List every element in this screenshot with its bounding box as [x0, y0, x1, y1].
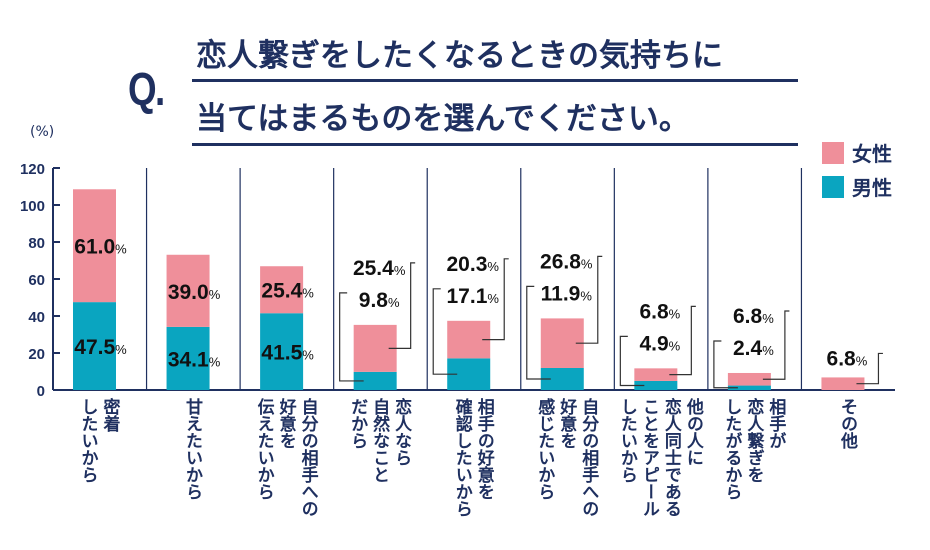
bar-female: [260, 266, 304, 314]
category-label-line: ことをアピール: [638, 398, 659, 517]
legend-item-female: 女性: [822, 138, 892, 167]
y-tick-label: 40: [28, 309, 45, 326]
bar-male: [260, 313, 304, 390]
leader-line-male: [339, 292, 364, 382]
leader-line-female: [762, 310, 790, 380]
category-label-line: 恋人繋ぎを: [743, 398, 764, 483]
bar-female: [166, 254, 210, 327]
category-label-line: 伝えたいから: [253, 398, 274, 500]
value-label-male: 4.9%: [639, 332, 680, 355]
category-label-line: したがるから: [721, 398, 742, 500]
leader-line-male: [713, 340, 738, 389]
leader-line-female: [856, 352, 883, 385]
category-label-line: 他の人に: [682, 398, 703, 466]
value-label-female: 25.4%: [353, 257, 406, 280]
legend-label-male: 男性: [852, 176, 892, 200]
bar-male: [727, 385, 771, 390]
value-label-male: 2.4%: [733, 337, 774, 360]
value-label-male: 11.9%: [541, 282, 593, 305]
category-label: 他の人に 恋人同士である ことをアピール したいから: [616, 398, 704, 517]
value-label-female: 6.8%: [639, 300, 680, 323]
value-label-male: 17.1%: [447, 285, 500, 308]
bar-female: [821, 377, 865, 390]
y-tick-label: 60: [28, 272, 45, 289]
leader-line-female: [482, 258, 509, 341]
value-label-male: 34.1%: [168, 348, 221, 371]
value-label-female: 6.8%: [733, 305, 774, 328]
value-label-female: 61.0%: [74, 236, 127, 259]
bar-male: [73, 302, 116, 390]
bar-male: [166, 326, 210, 390]
category-label: 恋人なら 自然なこと だから: [346, 398, 412, 483]
bar-female: [73, 189, 116, 303]
value-label-female: 39.0%: [168, 281, 221, 304]
category-label: 相手が 恋人繋ぎを したがるから: [720, 398, 786, 500]
category-label-line: 自分の相手への: [297, 398, 318, 517]
category-label-line: その他: [836, 398, 857, 449]
category-label: 甘えたいから: [181, 398, 203, 500]
bar-male: [353, 371, 397, 390]
category-label: 自分の相手への 好意を 伝えたいから: [253, 398, 319, 517]
category-label-line: したいから: [616, 398, 637, 483]
category-label-line: 密着: [99, 398, 120, 432]
category-label: 密着 したいから: [77, 398, 121, 483]
category-label-line: 自然なこと: [369, 398, 390, 483]
category-label: 相手の好意を 確認したいから: [451, 398, 495, 517]
category-label-line: 好意を: [556, 398, 577, 449]
leader-line-male: [619, 335, 645, 387]
leader-line-male: [432, 288, 458, 375]
leader-line-female: [575, 255, 603, 344]
legend-label-female: 女性: [852, 142, 892, 166]
leader-line-male: [526, 285, 551, 380]
legend-swatch-male: [822, 175, 844, 198]
bar-female: [727, 372, 771, 386]
category-label-line: 恋人同士である: [660, 398, 681, 517]
category-label-line: 相手が: [765, 398, 786, 449]
category-label-line: したいから: [77, 398, 98, 483]
category-label-line: 好意を: [275, 398, 296, 449]
y-axis-unit: (%): [30, 124, 55, 140]
category-label-line: 甘えたいから: [182, 398, 203, 500]
bar-female: [634, 368, 678, 381]
value-label-male: 47.5%: [74, 336, 127, 359]
category-label-line: 恋人なら: [391, 398, 412, 466]
leader-line-female: [388, 262, 416, 349]
category-label: 自分の相手への 好意を 感じたいから: [533, 398, 599, 517]
y-tick-label: 80: [28, 235, 45, 252]
category-label-line: だから: [347, 398, 368, 449]
category-label-line: 自分の相手への: [578, 398, 599, 517]
category-label-line: 確認したいから: [451, 398, 472, 517]
bar-male: [540, 367, 584, 390]
title-line-1: 恋人繋ぎをしたくなるときの気持ちに: [196, 38, 723, 74]
y-tick-label: 20: [28, 346, 45, 363]
question-mark-label: Q.: [128, 63, 165, 115]
y-tick-label: 100: [20, 198, 45, 215]
category-label-line: 感じたいから: [534, 398, 555, 500]
value-label-male: 41.5%: [261, 342, 314, 365]
title-underline-2: [192, 143, 798, 146]
value-label-female: 26.8%: [540, 250, 593, 273]
category-label: その他: [836, 398, 858, 449]
bar-male: [634, 380, 678, 390]
y-tick-label: 120: [20, 161, 45, 178]
legend-swatch-female: [822, 141, 844, 164]
category-label-line: 相手の好意を: [473, 398, 494, 500]
legend-item-male: 男性: [822, 172, 892, 201]
title-underline-1: [192, 79, 798, 82]
y-tick-label: 0: [37, 383, 45, 400]
value-label-female: 20.3%: [447, 253, 500, 276]
value-label-male: 9.8%: [359, 289, 400, 312]
value-label-female: 25.4%: [261, 280, 314, 303]
value-label-female: 6.8%: [827, 347, 868, 370]
leader-line-female: [669, 305, 696, 376]
title-line-2: 当てはまるものを選んでください。: [196, 101, 690, 137]
